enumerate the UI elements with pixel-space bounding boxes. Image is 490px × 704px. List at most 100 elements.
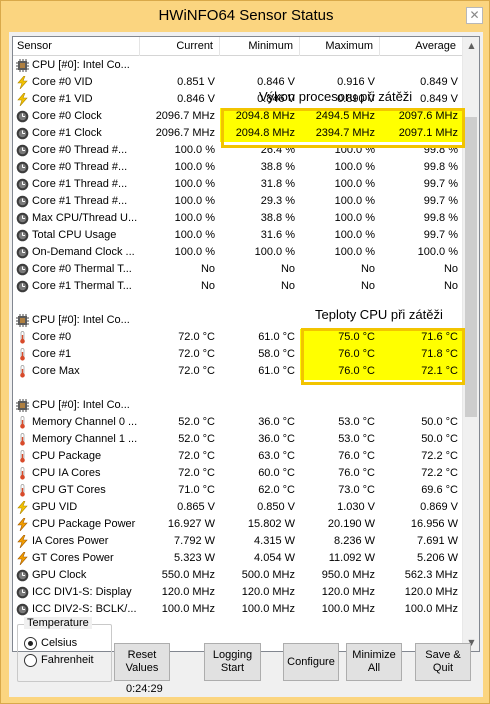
scroll-thumb[interactable] <box>465 117 477 417</box>
table-row[interactable]: CPU IA Cores 72.0 °C 60.0 °C 76.0 °C 72.2 °C <box>13 465 463 482</box>
sensor-name-label: CPU [#0]: Intel Co... <box>32 314 130 326</box>
table-row[interactable]: ICC DIV1-S: Display 120.0 MHz 120.0 MHz 120… <box>13 584 463 601</box>
table-row[interactable]: Core #1 Clock 2096.7 MHz 2094.8 MHz 2394.7 … <box>13 125 463 142</box>
sensor-name-cell: GT Cores Power <box>13 550 140 567</box>
sensor-name-label: CPU GT Cores <box>32 484 106 496</box>
sensor-name-label: GT Cores Power <box>32 552 114 564</box>
table-row[interactable]: Core #0 72.0 °C 61.0 °C 75.0 °C 71.6 °C <box>13 329 463 346</box>
value-cell-maximum: 100.0 % <box>334 195 375 207</box>
sensor-name-cell: Memory Channel 1 ... <box>13 431 140 448</box>
reset-values-button[interactable]: Reset Values <box>114 643 170 681</box>
value-cell-maximum: 0.916 V <box>337 76 375 88</box>
sensor-name-cell: CPU IA Cores <box>13 465 140 482</box>
value-cell-average: 562.3 MHz <box>404 569 458 581</box>
table-row[interactable]: Max CPU/Thread U... 100.0 % 38.8 % 100.0 % 9… <box>13 210 463 227</box>
scroll-down-icon[interactable]: ▼ <box>468 638 475 647</box>
value-cell-current: 120.0 MHz <box>161 586 215 598</box>
table-row[interactable]: Core #0 Clock 2096.7 MHz 2094.8 MHz 2494.5 … <box>13 108 463 125</box>
table-row[interactable]: CPU [#0]: Intel Co... <box>13 57 463 74</box>
value-cell-average: 120.0 MHz <box>404 586 458 598</box>
minimize-all-label: Minimize All <box>352 649 396 674</box>
value-cell-current: 5.323 W <box>174 552 215 564</box>
table-row[interactable]: GT Cores Power 5.323 W 4.054 W 11.092 W 5.20… <box>13 550 463 567</box>
value-cell-average: 99.7 % <box>423 178 458 190</box>
table-row[interactable]: Core #0 VID 0.851 V 0.846 V 0.916 V 0.849 V <box>13 74 463 91</box>
minimize-all-button[interactable]: Minimize All <box>346 643 402 681</box>
value-cell-maximum: 0.890 V <box>337 93 375 105</box>
table-row[interactable]: CPU [#0]: Intel Co... <box>13 397 463 414</box>
temperature-group-title: Temperature <box>24 617 92 629</box>
configure-button[interactable]: Configure <box>283 643 339 681</box>
table-row[interactable]: Core #0 Thread #... 100.0 % 38.8 % 100.0 % 9… <box>13 159 463 176</box>
column-header-average[interactable]: Average <box>380 37 463 56</box>
value-cell-maximum: 20.190 W <box>327 518 375 530</box>
radio-selected-icon[interactable] <box>24 637 37 650</box>
table-row[interactable]: ICC DIV2-S: BCLK/... 100.0 MHz 100.0 MHz 10… <box>13 601 463 618</box>
value-cell-current <box>140 57 220 74</box>
table-row[interactable]: On-Demand Clock ... 100.0 % 100.0 % 100.0 %… <box>13 244 463 261</box>
sensor-name-label: Total CPU Usage <box>32 229 117 241</box>
value-cell-minimum: 120.0 MHz <box>241 586 295 598</box>
celsius-radio[interactable]: Celsius <box>24 636 112 651</box>
table-row[interactable]: CPU Package Power 16.927 W 15.802 W 20.190 … <box>13 516 463 533</box>
value-cell-average: 99.8 % <box>423 161 458 173</box>
value-cell-average: 99.7 % <box>423 195 458 207</box>
table-row[interactable]: Core #1 VID 0.846 V 0.846 V 0.890 V 0.849 V <box>13 91 463 108</box>
table-row[interactable]: Core #1 72.0 °C 58.0 °C 76.0 °C 71.8 °C <box>13 346 463 363</box>
scroll-up-icon[interactable]: ▲ <box>468 41 475 50</box>
table-row[interactable]: CPU Package 72.0 °C 63.0 °C 76.0 °C 72.2 °C <box>13 448 463 465</box>
column-header-minimum[interactable]: Minimum <box>220 37 300 56</box>
column-header-sensor[interactable]: Sensor <box>13 37 140 56</box>
value-cell-minimum: 61.0 °C <box>258 331 295 343</box>
sensor-name-label: On-Demand Clock ... <box>32 246 135 258</box>
table-row[interactable]: GPU VID 0.865 V 0.850 V 1.030 V 0.869 V <box>13 499 463 516</box>
value-cell-maximum: 100.0 % <box>334 212 375 224</box>
table-row[interactable]: Core Max 72.0 °C 61.0 °C 76.0 °C 72.1 °C <box>13 363 463 380</box>
fahrenheit-radio[interactable]: Fahrenheit <box>24 653 112 668</box>
value-cell-current: 100.0 % <box>174 229 215 241</box>
table-row[interactable]: Memory Channel 0 ... 52.0 °C 36.0 °C 53.0 °… <box>13 414 463 431</box>
configure-label: Configure <box>287 655 335 668</box>
value-cell-maximum <box>300 57 380 74</box>
save-quit-button[interactable]: Save & Quit <box>415 643 471 681</box>
sensor-name-label: Core #1 Clock <box>32 127 102 139</box>
cpu-temp-callout: Teploty CPU při zátěži <box>315 307 443 322</box>
value-cell-maximum: 53.0 °C <box>338 416 375 428</box>
value-cell-current: 72.0 °C <box>178 450 215 462</box>
sensor-name-label: Core #1 Thread #... <box>32 195 128 207</box>
table-row[interactable]: GPU Clock 550.0 MHz 500.0 MHz 950.0 MHz 562.… <box>13 567 463 584</box>
save-quit-label: Save & Quit <box>425 649 461 674</box>
table-row[interactable]: Memory Channel 1 ... 52.0 °C 36.0 °C 53.0 °… <box>13 431 463 448</box>
value-cell-maximum: 8.236 W <box>334 535 375 547</box>
value-cell-average: 99.7 % <box>423 229 458 241</box>
sensor-name-cell: Core #0 Thermal T... <box>13 261 140 278</box>
table-row[interactable]: CPU [#0]: Intel Co... <box>13 312 463 329</box>
table-row[interactable]: Core #1 Thread #... 100.0 % 31.8 % 100.0 % 9… <box>13 176 463 193</box>
table-row[interactable]: Core #1 Thread #... 100.0 % 29.3 % 100.0 % 9… <box>13 193 463 210</box>
value-cell-current: 100.0 % <box>174 246 215 258</box>
value-cell-average: 7.691 W <box>417 535 458 547</box>
value-cell-maximum: 76.0 °C <box>338 450 375 462</box>
value-cell-maximum: 76.0 °C <box>300 346 380 363</box>
table-row[interactable]: IA Cores Power 7.792 W 4.315 W 8.236 W 7.691… <box>13 533 463 550</box>
value-cell-average: 2097.6 MHz <box>380 108 463 125</box>
column-header-maximum[interactable]: Maximum <box>300 37 380 56</box>
value-cell-current: 2096.7 MHz <box>155 127 215 139</box>
cpu-load-callout: Výkon procesoru při zátěži <box>259 89 413 104</box>
sensor-name-cell <box>13 295 140 312</box>
value-cell-maximum: No <box>360 263 375 275</box>
value-cell-average: 16.956 W <box>410 518 458 530</box>
table-row[interactable]: Total CPU Usage 100.0 % 31.6 % 100.0 % 99.7 … <box>13 227 463 244</box>
close-button[interactable]: ✕ <box>466 7 483 24</box>
table-row[interactable]: Core #0 Thermal T... No No No No <box>13 261 463 278</box>
table-row[interactable]: CPU GT Cores 71.0 °C 62.0 °C 73.0 °C 69.6 °C <box>13 482 463 499</box>
sensor-name-cell: GPU VID <box>13 499 140 516</box>
sensor-name-label: Core #0 Clock <box>32 110 102 122</box>
logging-start-button[interactable]: Logging Start <box>204 643 261 681</box>
radio-unselected-icon[interactable] <box>24 654 37 667</box>
value-cell-maximum: 100.0 % <box>334 161 375 173</box>
column-header-current[interactable]: Current <box>140 37 220 56</box>
value-cell-average: 100.0 % <box>417 246 458 258</box>
table-row[interactable]: Core #1 Thermal T... No No No No <box>13 278 463 295</box>
title-bar[interactable]: HWiNFO64 Sensor Status ✕ <box>1 1 490 32</box>
